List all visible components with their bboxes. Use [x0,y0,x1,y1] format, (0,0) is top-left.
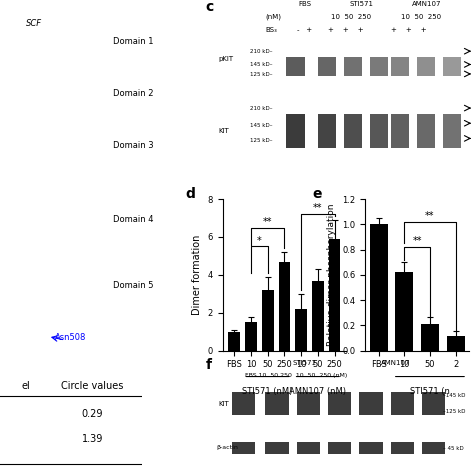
Bar [245,322,257,351]
Text: f: f [206,358,211,372]
Text: (nM): (nM) [265,14,282,20]
Text: β-actin: β-actin [216,445,238,450]
Bar [344,57,362,76]
Text: Domain 1: Domain 1 [113,37,154,46]
Text: 210 kD–: 210 kD– [250,106,272,111]
Text: Domain 4: Domain 4 [113,215,154,224]
Bar [422,392,445,415]
Bar [421,324,439,351]
Text: STI571 (n: STI571 (n [410,387,450,396]
Bar [328,392,352,415]
Bar [344,114,362,148]
Bar [286,57,305,76]
Bar [447,336,465,351]
Text: 145 kD–: 145 kD– [250,63,272,67]
Text: STI571 (nM): STI571 (nM) [243,387,293,396]
Bar [328,239,340,351]
Text: BS₃: BS₃ [265,27,277,33]
Bar [359,442,383,454]
Text: 125 kD–: 125 kD– [250,138,272,143]
Text: 210 kD–: 210 kD– [250,49,272,54]
Bar [391,442,414,454]
Text: –125 kD: –125 kD [443,409,465,414]
Text: 1.39: 1.39 [82,434,103,444]
Bar [318,57,336,76]
Y-axis label: Relative dimer phosphorylation: Relative dimer phosphorylation [328,204,337,346]
Text: **: ** [313,203,323,213]
Bar [359,392,383,415]
Bar [228,332,240,351]
Text: +    +    +: + + + [391,27,426,33]
Text: **: ** [412,236,422,246]
Text: SCF: SCF [26,19,42,28]
Bar [417,114,435,148]
Bar [370,114,388,148]
Y-axis label: Dimer formation: Dimer formation [192,235,202,315]
Text: Domain 3: Domain 3 [113,141,154,150]
Text: e: e [313,187,322,201]
Text: d: d [186,187,196,201]
Bar [262,290,273,351]
Bar [295,309,307,351]
Text: 10  50  250: 10 50 250 [331,14,371,20]
Text: 125 kD–: 125 kD– [250,72,272,77]
Text: el: el [21,382,30,392]
Text: FBS 10  50 250  10  50  250 (nM): FBS 10 50 250 10 50 250 (nM) [245,374,347,378]
Bar [318,114,336,148]
Bar [312,281,324,351]
Text: **: ** [263,217,273,227]
Text: STI571: STI571 [292,360,317,366]
Text: KIT: KIT [219,401,229,407]
Bar [370,224,388,351]
Bar [443,57,461,76]
Bar [231,392,255,415]
Text: 0.29: 0.29 [82,409,103,419]
Text: FBS: FBS [298,0,311,7]
Text: -   +: - + [297,27,312,33]
Text: AMN107 (nM): AMN107 (nM) [289,387,346,396]
Bar [391,114,409,148]
Text: *: * [257,236,262,246]
Text: +    +    +: + + + [328,27,364,33]
Bar [297,392,320,415]
Bar [391,392,414,415]
Text: STI571: STI571 [350,0,374,7]
Text: Domain 2: Domain 2 [113,89,154,98]
Bar [395,273,413,351]
Text: Asn508: Asn508 [55,333,86,342]
Text: pKIT: pKIT [219,55,234,62]
Bar [231,442,255,454]
Bar [422,442,445,454]
Text: 10  50  250: 10 50 250 [401,14,441,20]
Text: **: ** [425,210,435,220]
Text: Circle values: Circle values [61,382,124,392]
Bar [391,57,409,76]
Text: c: c [206,0,214,14]
Text: Domain 5: Domain 5 [113,282,154,291]
Text: AMN107: AMN107 [381,360,410,366]
Bar [328,442,352,454]
Bar [370,57,388,76]
Bar [417,57,435,76]
Bar [265,392,289,415]
Bar [286,114,305,148]
Text: 145 kD–: 145 kD– [250,123,272,128]
Bar [297,442,320,454]
Bar [279,262,290,351]
Bar [443,114,461,148]
Bar [265,442,289,454]
Text: –145 kD: –145 kD [443,392,465,398]
Text: – 45 kD: – 45 kD [443,446,464,451]
Text: AMN107: AMN107 [412,0,442,7]
Text: KIT: KIT [219,128,229,134]
